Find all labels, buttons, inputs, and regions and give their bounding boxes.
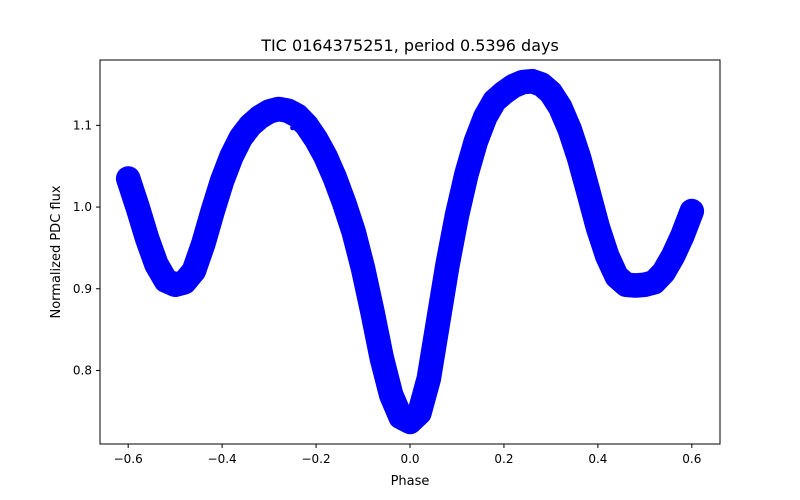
data-point bbox=[398, 414, 404, 420]
x-axis-label: Phase bbox=[391, 474, 430, 489]
y-tick-label: 0.9 bbox=[73, 282, 92, 296]
data-point bbox=[219, 178, 225, 184]
data-point bbox=[510, 83, 516, 89]
data-point bbox=[144, 235, 150, 241]
data-point bbox=[351, 229, 357, 235]
data-point bbox=[153, 261, 159, 267]
x-tick-label: −0.6 bbox=[114, 452, 143, 466]
data-point bbox=[445, 261, 451, 267]
data-point bbox=[576, 155, 582, 161]
data-point bbox=[567, 126, 573, 132]
data-point bbox=[210, 208, 216, 214]
data-point bbox=[679, 233, 685, 239]
y-tick-label: 1.1 bbox=[73, 118, 92, 132]
data-point bbox=[247, 122, 253, 128]
y-tick-label: 0.8 bbox=[73, 363, 92, 377]
data-point bbox=[539, 82, 544, 87]
data-layer bbox=[115, 68, 705, 435]
x-tick-label: 0.6 bbox=[682, 452, 701, 466]
outlier-point bbox=[290, 125, 296, 131]
data-point bbox=[323, 153, 328, 159]
data-point bbox=[689, 208, 695, 214]
data-point bbox=[369, 309, 375, 315]
data-point bbox=[454, 212, 460, 218]
data-point bbox=[200, 241, 206, 247]
x-tick-label: 0.4 bbox=[588, 452, 607, 466]
data-point bbox=[285, 108, 291, 114]
data-point bbox=[388, 392, 394, 398]
data-point bbox=[332, 175, 338, 181]
y-axis-ticks: 0.8 0.9 1.0 1.1 bbox=[73, 118, 100, 377]
data-point bbox=[557, 104, 563, 110]
x-axis-ticks: −0.6 −0.4 −0.2 0.0 0.2 0.4 0.6 bbox=[114, 444, 701, 466]
data-point bbox=[642, 282, 648, 288]
chart-title: TIC 0164375251, period 0.5396 days bbox=[260, 36, 559, 55]
x-tick-label: −0.4 bbox=[208, 452, 237, 466]
data-point bbox=[473, 139, 479, 145]
data-point bbox=[492, 98, 497, 104]
data-point bbox=[529, 78, 535, 84]
data-point bbox=[651, 279, 657, 285]
data-point bbox=[661, 269, 667, 275]
data-point bbox=[426, 376, 432, 382]
data-point bbox=[360, 265, 366, 271]
data-point bbox=[614, 274, 620, 279]
data-point bbox=[125, 176, 131, 181]
data-point bbox=[435, 318, 441, 324]
data-point bbox=[548, 90, 554, 96]
data-point bbox=[182, 279, 187, 285]
data-point bbox=[341, 200, 347, 206]
data-point bbox=[238, 135, 244, 141]
plot-frame bbox=[99, 59, 721, 445]
data-point bbox=[191, 268, 197, 274]
data-point bbox=[604, 253, 610, 259]
data-point bbox=[163, 278, 169, 284]
data-point bbox=[294, 113, 300, 119]
data-point bbox=[586, 189, 591, 195]
data-point bbox=[135, 204, 141, 210]
x-tick-label: −0.2 bbox=[301, 452, 330, 466]
data-point bbox=[304, 122, 310, 128]
data-point bbox=[501, 90, 507, 96]
x-tick-label: 0.2 bbox=[494, 452, 513, 466]
data-point bbox=[623, 282, 629, 288]
data-point bbox=[407, 419, 413, 425]
data-point bbox=[670, 253, 676, 259]
data-point bbox=[416, 410, 422, 416]
data-point bbox=[172, 282, 178, 288]
data-point bbox=[276, 106, 281, 112]
x-tick-label: 0.0 bbox=[400, 452, 419, 466]
data-point bbox=[257, 114, 263, 120]
y-axis-label: Normalized PDC flux bbox=[49, 185, 64, 318]
data-point bbox=[379, 355, 385, 361]
data-point bbox=[266, 109, 272, 114]
data-point bbox=[313, 136, 319, 142]
data-point bbox=[229, 153, 234, 159]
data-point bbox=[595, 225, 601, 230]
data-point bbox=[633, 283, 638, 288]
data-point bbox=[482, 114, 488, 120]
data-point bbox=[463, 171, 469, 177]
y-tick-label: 1.0 bbox=[73, 200, 92, 214]
data-point bbox=[520, 79, 526, 85]
